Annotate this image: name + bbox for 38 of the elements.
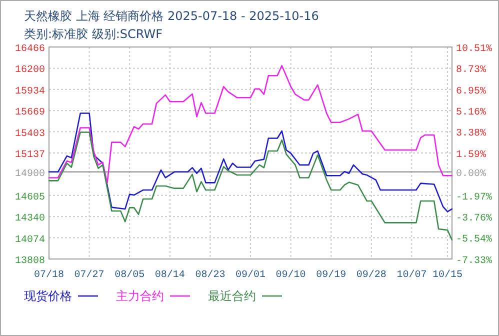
- y-tick-label: 16200: [14, 65, 45, 76]
- y2-tick-label: 1.59%: [456, 150, 486, 161]
- chart-title: 天然橡胶 上海 经销商价格 2025-07-18 - 2025-10-16: [24, 9, 319, 23]
- y-tick-label: 16466: [14, 44, 45, 55]
- y2-tick-label: -3.76%: [456, 214, 492, 225]
- x-tick-label: 10/15: [432, 269, 463, 281]
- y2-tick-label: 0.00%: [456, 168, 486, 180]
- legend-label: 最近合约: [208, 289, 256, 303]
- y-tick-label: 14605: [14, 192, 45, 204]
- y2-tick-label: 5.16%: [456, 108, 486, 119]
- y-tick-label: 14074: [14, 234, 45, 246]
- x-tick-label: 08/23: [195, 269, 226, 281]
- y-tick-label: 15934: [14, 86, 45, 98]
- x-tick-label: 08/14: [154, 269, 185, 281]
- x-tick-label: 08/05: [114, 269, 145, 281]
- y-tick-label: 14340: [14, 214, 45, 225]
- y2-tick-label: 10.51%: [456, 44, 492, 55]
- y2-tick-label: -1.97%: [456, 192, 492, 204]
- y-tick-label: 14900: [14, 168, 45, 180]
- chart-subtitle: 类别:标准胶 级别:SCRWF: [24, 27, 163, 41]
- y2-tick-label: 6.95%: [456, 86, 486, 98]
- x-tick-label: 09/01: [235, 269, 266, 281]
- y-tick-label: 15403: [14, 128, 45, 140]
- x-tick-label: 07/18: [34, 269, 64, 281]
- y-tick-label: 15669: [14, 108, 45, 119]
- y2-tick-label: -5.54%: [456, 234, 492, 246]
- legend-label: 现货价格: [24, 289, 72, 303]
- y2-tick-label: 3.38%: [456, 128, 486, 140]
- x-tick-label: 10/07: [396, 269, 427, 281]
- x-tick-label: 09/10: [276, 269, 306, 281]
- y-tick-label: 15137: [14, 150, 45, 161]
- y-tick-label: 13808: [14, 256, 45, 267]
- y2-tick-label: -7.33%: [456, 256, 492, 267]
- y2-tick-label: 8.73%: [456, 65, 486, 76]
- legend-label: 主力合约: [116, 289, 164, 303]
- x-tick-label: 07/27: [74, 269, 104, 281]
- x-tick-label: 09/19: [316, 269, 346, 281]
- x-tick-label: 09/28: [356, 269, 386, 281]
